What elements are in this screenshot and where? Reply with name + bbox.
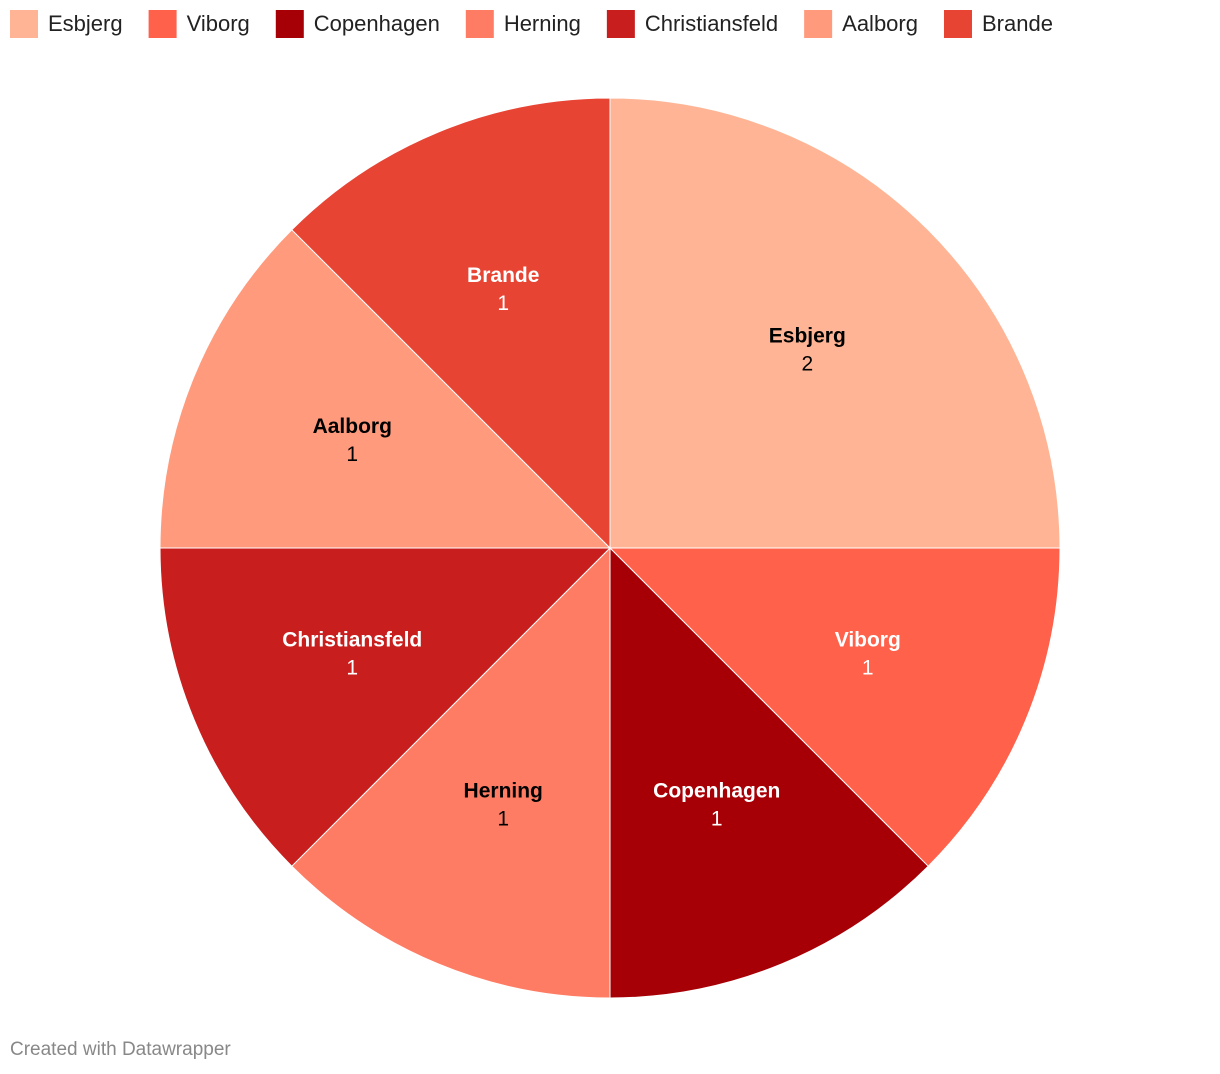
legend-label: Brande: [982, 11, 1053, 36]
pie-slice: [291, 97, 611, 550]
legend-label: Esbjerg: [48, 11, 123, 36]
pie-slice: [291, 546, 611, 999]
legend-label: Aalborg: [842, 11, 918, 36]
pie-slice: [159, 229, 612, 549]
legend-swatch: [606, 10, 635, 38]
slice-label: Aalborg: [313, 415, 392, 438]
slice-value: 2: [801, 352, 813, 375]
legend-swatch: [465, 10, 494, 38]
legend-label: Copenhagen: [314, 11, 440, 36]
slice-label: Herning: [464, 779, 543, 802]
credit: Created with Datawrapper: [10, 1039, 231, 1060]
legend-swatch: [275, 10, 304, 38]
legend-swatch: [148, 10, 177, 38]
slice-label: Brande: [467, 264, 539, 287]
slice-label: Christiansfeld: [282, 628, 422, 651]
legend-swatch: [943, 10, 972, 38]
slice-value: 1: [497, 807, 509, 830]
slice-value: 1: [346, 443, 358, 466]
pie-slice: [159, 547, 612, 867]
legend-label: Viborg: [187, 11, 250, 36]
legend-label: Herning: [504, 11, 581, 36]
legend-swatch: [10, 10, 38, 38]
pie-slice: [609, 546, 929, 999]
slice-label: Esbjerg: [769, 324, 846, 347]
slice-label: Copenhagen: [653, 779, 780, 802]
slice-value: 1: [711, 807, 723, 830]
slice-label: Viborg: [835, 628, 901, 651]
slice-value: 1: [862, 656, 874, 679]
legend-swatch: [804, 10, 833, 38]
pie-slice: [609, 97, 1061, 549]
pie-slice: [608, 547, 1061, 867]
legend-label: Christiansfeld: [645, 11, 778, 36]
slice-value: 1: [497, 292, 509, 315]
slice-value: 1: [346, 656, 358, 679]
